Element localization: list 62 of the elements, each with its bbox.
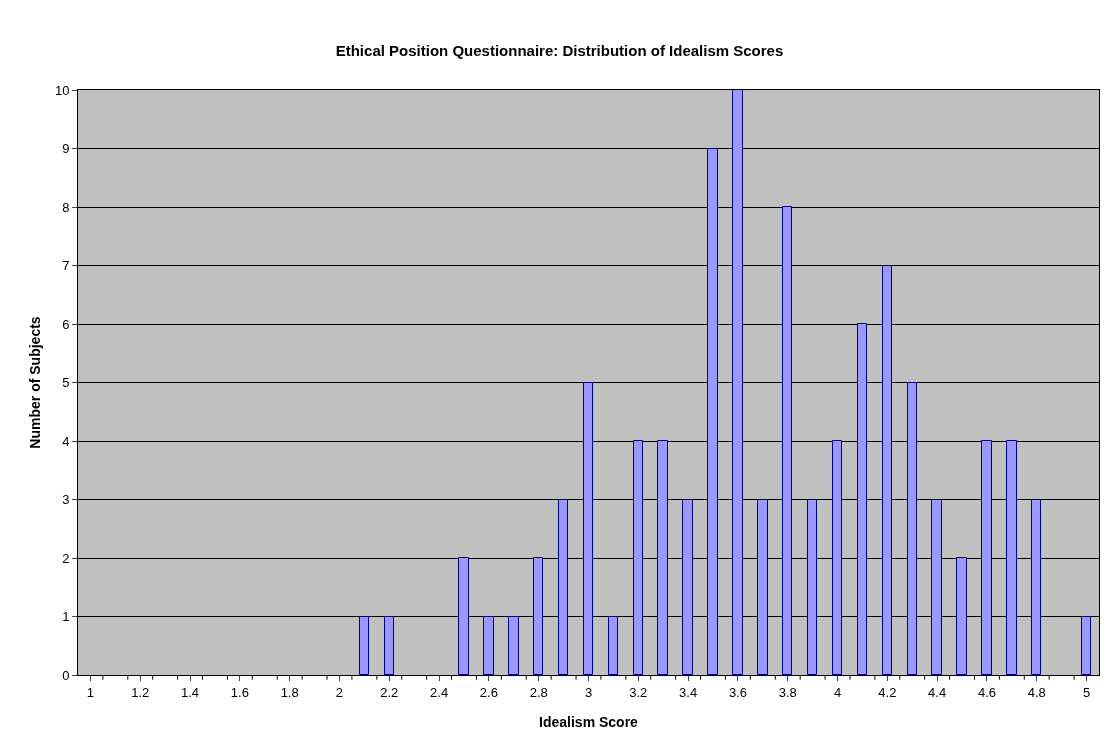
bar xyxy=(1006,440,1017,675)
bar xyxy=(981,440,992,675)
chart-title: Ethical Position Questionnaire: Distribution of Idealism Scores xyxy=(335,41,784,59)
x-tick-label: 3.4 xyxy=(679,684,698,700)
x-tick-label: 2.4 xyxy=(430,684,449,700)
y-tick-label: 4 xyxy=(62,433,70,449)
bar xyxy=(508,616,519,675)
bar xyxy=(807,499,817,675)
y-tick-label: 1 xyxy=(62,609,70,625)
y-axis-title: Number of Subjects xyxy=(27,316,43,449)
x-tick-label: 3.6 xyxy=(728,684,747,700)
x-tick-label: 1.6 xyxy=(230,684,249,700)
x-tick-label: 1.2 xyxy=(131,684,150,700)
bar xyxy=(359,616,369,675)
x-tick-label: 4.2 xyxy=(878,684,897,700)
bar xyxy=(1081,616,1091,675)
bar xyxy=(732,90,743,675)
y-tick-label: 8 xyxy=(62,199,70,215)
x-tick-label: 2.8 xyxy=(529,684,548,700)
bar xyxy=(782,206,792,675)
bar xyxy=(757,499,768,675)
y-tick-label: 5 xyxy=(62,375,70,391)
x-axis-title: Idealism Score xyxy=(539,714,639,730)
bar xyxy=(857,323,867,675)
x-tick-label: 3.8 xyxy=(778,684,797,700)
x-tick-label: 2 xyxy=(335,684,344,700)
bar xyxy=(931,499,942,675)
bar xyxy=(707,148,718,675)
x-tick-label: 4 xyxy=(833,684,842,700)
x-tick-label: 1.4 xyxy=(181,684,200,700)
x-tick-label: 1.8 xyxy=(280,684,299,700)
x-tick-label: 2.6 xyxy=(479,684,498,700)
bar xyxy=(608,616,618,675)
bar xyxy=(558,499,568,675)
x-tick-label: 3.2 xyxy=(629,684,648,700)
y-tick-label: 0 xyxy=(62,667,70,683)
y-tick-label: 6 xyxy=(62,316,70,332)
x-tick-label: 1 xyxy=(86,684,95,700)
bar xyxy=(657,440,668,675)
y-tick-label: 10 xyxy=(54,82,70,98)
bar xyxy=(458,557,469,675)
bar xyxy=(682,499,693,675)
bar xyxy=(882,265,892,675)
y-tick-label: 7 xyxy=(62,258,70,274)
bar xyxy=(1031,499,1041,675)
bar xyxy=(533,557,543,675)
bar xyxy=(384,616,394,675)
y-tick-label: 3 xyxy=(62,492,70,508)
bar xyxy=(633,440,643,675)
bar xyxy=(907,382,917,675)
bar xyxy=(956,557,967,675)
y-tick-label: 9 xyxy=(62,141,70,157)
x-tick-label: 5 xyxy=(1082,684,1091,700)
x-tick-label: 3 xyxy=(584,684,593,700)
x-tick-label: 4.4 xyxy=(928,684,947,700)
x-tick-label: 4.8 xyxy=(1027,684,1046,700)
x-tick-label: 4.6 xyxy=(977,684,996,700)
bar xyxy=(832,440,842,675)
bar xyxy=(483,616,494,675)
bar xyxy=(583,382,593,675)
x-tick-label: 2.2 xyxy=(380,684,399,700)
y-tick-label: 2 xyxy=(62,550,70,566)
